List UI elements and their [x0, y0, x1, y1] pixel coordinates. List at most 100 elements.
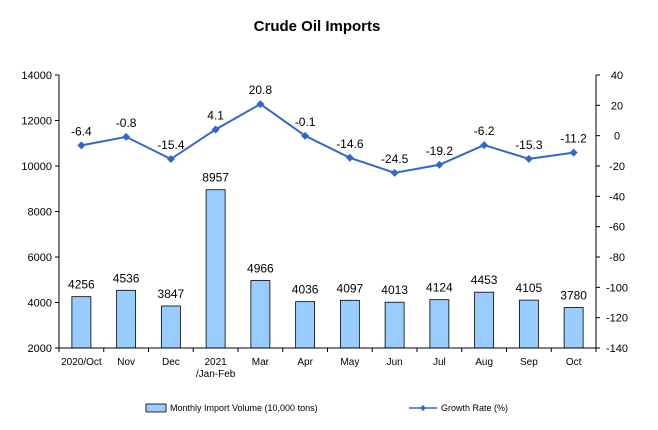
x-tick-label-line: Apr: [297, 357, 313, 368]
bar: [474, 291, 495, 349]
bar: [429, 299, 450, 349]
x-tick-label: Jun: [387, 357, 403, 368]
line-value-label: -15.3: [515, 138, 543, 152]
bar: [339, 299, 360, 349]
left-tick-label: 2000: [28, 343, 52, 355]
line-point: [301, 131, 310, 140]
right-tick-label: -140: [606, 343, 628, 355]
x-tick-label: 2021/Jan-Feb: [196, 357, 236, 380]
chart-title: Crude Oil Imports: [254, 18, 381, 35]
x-tick-label-line: /Jan-Feb: [196, 369, 236, 380]
line-value-label: 4.1: [207, 108, 224, 122]
right-tick-label: -120: [606, 313, 628, 325]
right-tick-label: -80: [609, 252, 625, 264]
right-axis-ticks: -140 -120 -100 -80 -60 -40 -20 0 20 40: [596, 70, 628, 355]
right-tick-label: -40: [609, 191, 625, 203]
left-axis-ticks: 2000 4000 6000 8000 10000 12000 14000: [21, 70, 59, 355]
line-point: [256, 100, 265, 109]
bar-value-label: 4105: [516, 281, 543, 295]
line-data-labels: -6.4 -0.8 -15.4 4.1 20.8 -0.1 -14.6 -24.5 -19.2 -…: [71, 83, 587, 166]
legend-bar-swatch: [145, 403, 167, 413]
x-tick-label: Sep: [520, 357, 538, 368]
line-value-label: -6.2: [474, 124, 495, 138]
legend-line-label: Growth Rate (%): [441, 403, 508, 413]
line-point: [524, 154, 533, 163]
right-tick-label: -60: [609, 222, 625, 234]
x-tick-label: Apr: [297, 357, 313, 368]
bar: [205, 189, 226, 349]
left-tick-label: 12000: [21, 116, 52, 128]
x-tick-label: Jul: [433, 357, 446, 368]
bar: [160, 305, 181, 349]
x-tick-label-line: Jun: [387, 357, 403, 368]
bar-value-label: 4966: [247, 262, 274, 276]
bar: [563, 307, 584, 349]
bar-value-label: 3780: [560, 289, 587, 303]
x-axis-ticks: 2020/Oct Nov Dec 2021/Jan-Feb Mar Apr May Jun Ju…: [58, 348, 597, 380]
line-series: [77, 100, 578, 177]
bar: [384, 301, 405, 349]
line-value-label: -6.4: [71, 124, 92, 138]
x-tick-label-line: Jul: [433, 357, 446, 368]
right-tick-label: -20: [609, 161, 625, 173]
x-tick-label-line: 2020/Oct: [61, 357, 102, 368]
left-tick-label: 10000: [21, 161, 52, 173]
legend-bar-label: Monthly Import Volume (10,000 tons): [170, 403, 318, 413]
line-value-label: 20.8: [249, 83, 273, 97]
bar: [295, 301, 316, 349]
bar-series: [71, 189, 584, 349]
bar-value-label: 4256: [68, 278, 95, 292]
x-tick-label: Mar: [252, 357, 270, 368]
line-value-label: -15.4: [157, 138, 185, 152]
x-tick-label-line: Aug: [475, 357, 493, 368]
x-tick-label-line: Mar: [252, 357, 270, 368]
axes: [58, 75, 597, 349]
left-tick-label: 14000: [21, 70, 52, 82]
growth-line: [81, 102, 574, 174]
legend: Monthly Import Volume (10,000 tons) Grow…: [145, 403, 508, 413]
x-tick-label-line: Dec: [162, 357, 180, 368]
line-value-label: -11.2: [560, 132, 587, 146]
bar: [71, 296, 92, 349]
x-tick-label-line: Sep: [520, 357, 538, 368]
x-tick-label-line: May: [340, 357, 359, 368]
bar-value-label: 4097: [337, 281, 364, 295]
bar-value-label: 4453: [471, 273, 498, 287]
bar: [116, 289, 137, 349]
x-tick-label: 2020/Oct: [61, 357, 102, 368]
line-value-label: -0.8: [116, 116, 137, 130]
line-point: [435, 160, 444, 169]
line-point: [77, 141, 86, 150]
right-tick-label: -100: [606, 282, 628, 294]
x-tick-label-line: Oct: [566, 357, 582, 368]
x-tick-label: Dec: [162, 357, 180, 368]
line-value-label: -0.1: [295, 115, 316, 129]
bar: [518, 299, 539, 349]
line-point: [166, 155, 175, 164]
bar-value-label: 4013: [381, 283, 408, 297]
left-tick-label: 8000: [28, 207, 52, 219]
x-tick-label: Nov: [117, 357, 135, 368]
x-tick-label: Aug: [475, 357, 493, 368]
line-point: [345, 153, 354, 162]
line-value-label: -24.5: [381, 152, 409, 166]
legend-line-marker: [420, 405, 426, 411]
bar-value-label: 4036: [292, 283, 319, 297]
bar-data-labels: 4256 4536 3847 8957 4966 4036 4097 4013 4124 4453…: [68, 171, 587, 303]
line-value-label: -14.6: [336, 137, 364, 151]
right-tick-label: 40: [611, 70, 623, 82]
right-tick-label: 20: [611, 100, 623, 112]
line-value-label: -19.2: [426, 144, 454, 158]
x-tick-label-line: 2021: [205, 357, 228, 368]
bar-value-label: 4124: [426, 281, 453, 295]
line-point: [569, 148, 578, 157]
line-point: [480, 141, 489, 150]
right-tick-label: 0: [614, 131, 620, 143]
bar-value-label: 4536: [113, 271, 140, 285]
line-point: [122, 132, 131, 141]
line-point: [211, 125, 220, 134]
x-tick-label: Oct: [566, 357, 582, 368]
x-tick-label-line: Nov: [117, 357, 135, 368]
left-tick-label: 6000: [28, 252, 52, 264]
